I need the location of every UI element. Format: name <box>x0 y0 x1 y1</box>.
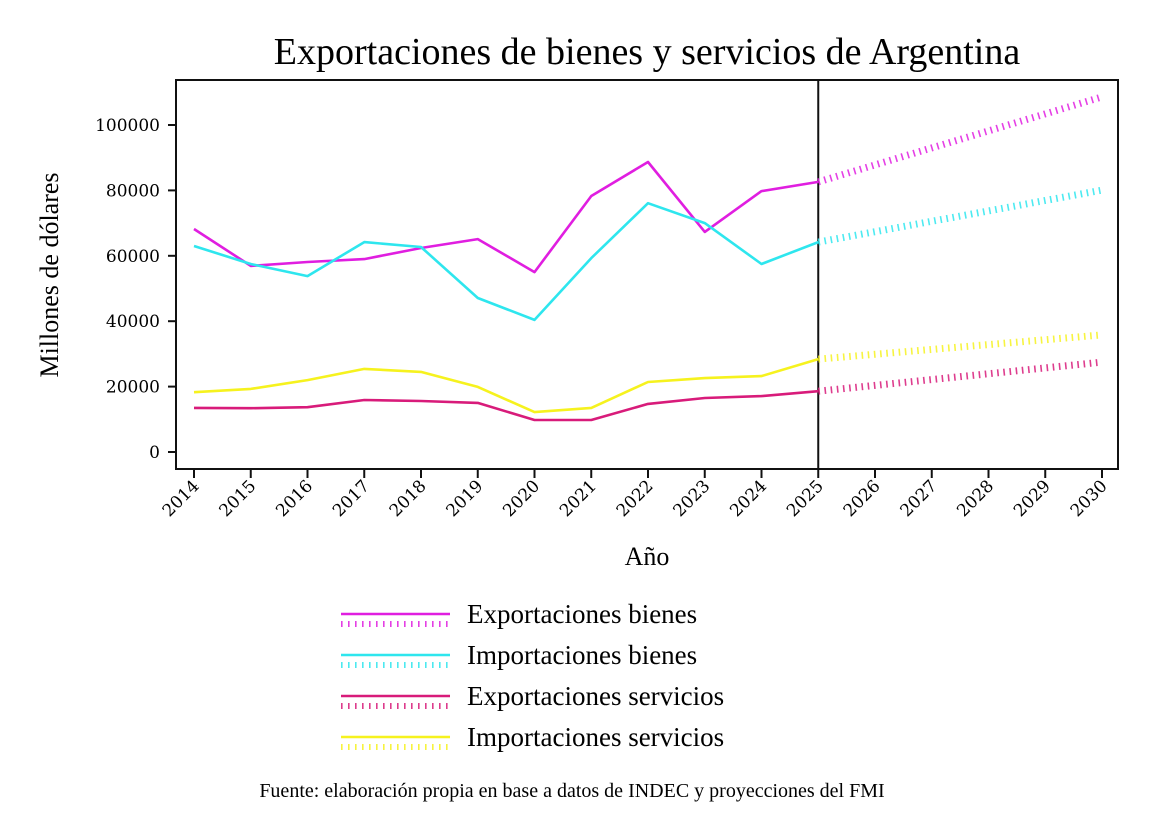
y-tick-label: 60000 <box>106 247 160 267</box>
y-tick-label: 80000 <box>106 181 160 201</box>
x-tick-label: 2026 <box>840 476 885 521</box>
x-tick-label: 2023 <box>670 476 715 521</box>
series-layer <box>193 93 1104 422</box>
forecast-line-exportaciones-bienes <box>817 93 1104 186</box>
series-line-importaciones-bienes <box>193 201 819 322</box>
x-axis-label: Año <box>625 542 670 571</box>
legend-label: Exportaciones bienes <box>467 599 697 629</box>
y-axis-label: Millones de dólares <box>35 172 64 377</box>
x-tick-label: 2020 <box>499 476 544 521</box>
x-tick-label: 2021 <box>556 476 601 521</box>
plot-area <box>175 79 1119 470</box>
x-tick-label: 2017 <box>329 476 374 521</box>
chart-title: Exportaciones de bienes y servicios de A… <box>274 31 1021 73</box>
axes-layer: 0 20000 40000 60000 80000 100000 2014 2015 2016 2… <box>95 116 1111 521</box>
legend-label: Importaciones bienes <box>467 640 697 670</box>
x-tick-label: 2018 <box>386 476 431 521</box>
x-tick-label: 2015 <box>216 476 261 521</box>
y-tick-label: 0 <box>149 443 160 463</box>
legend-label: Exportaciones servicios <box>467 681 724 711</box>
legend-item: Importaciones servicios <box>341 722 724 752</box>
x-tick-label: 2014 <box>159 476 204 521</box>
legend-item: Importaciones bienes <box>341 640 697 670</box>
x-tick-label: 2025 <box>783 476 828 521</box>
x-tick-label: 2028 <box>953 476 998 521</box>
y-tick-label: 20000 <box>106 378 160 398</box>
legend: Exportaciones bienes Importaciones bienes… <box>341 599 724 752</box>
x-tick-label: 2022 <box>613 476 658 521</box>
forecast-line-importaciones-bienes <box>817 186 1103 246</box>
legend-item: Exportaciones servicios <box>341 681 724 711</box>
forecast-line-importaciones-servicios <box>818 331 1103 363</box>
x-tick-label: 2027 <box>897 476 942 521</box>
series-line-exportaciones-servicios <box>193 389 819 422</box>
x-tick-label: 2029 <box>1010 476 1055 521</box>
series-line-exportaciones-bienes <box>193 160 819 274</box>
y-tick-label: 40000 <box>106 312 160 332</box>
x-tick-label: 2024 <box>726 476 771 521</box>
series-line-importaciones-servicios <box>193 357 819 414</box>
x-tick-label: 2030 <box>1067 476 1112 521</box>
forecast-line-exportaciones-servicios <box>817 358 1103 395</box>
x-tick-label: 2016 <box>272 476 317 521</box>
y-tick-label: 100000 <box>95 116 160 136</box>
legend-label: Importaciones servicios <box>467 722 724 752</box>
x-tick-label: 2019 <box>443 476 488 521</box>
source-note: Fuente: elaboración propia en base a dat… <box>259 780 884 802</box>
plot-frame <box>175 79 1119 470</box>
legend-item: Exportaciones bienes <box>341 599 697 629</box>
